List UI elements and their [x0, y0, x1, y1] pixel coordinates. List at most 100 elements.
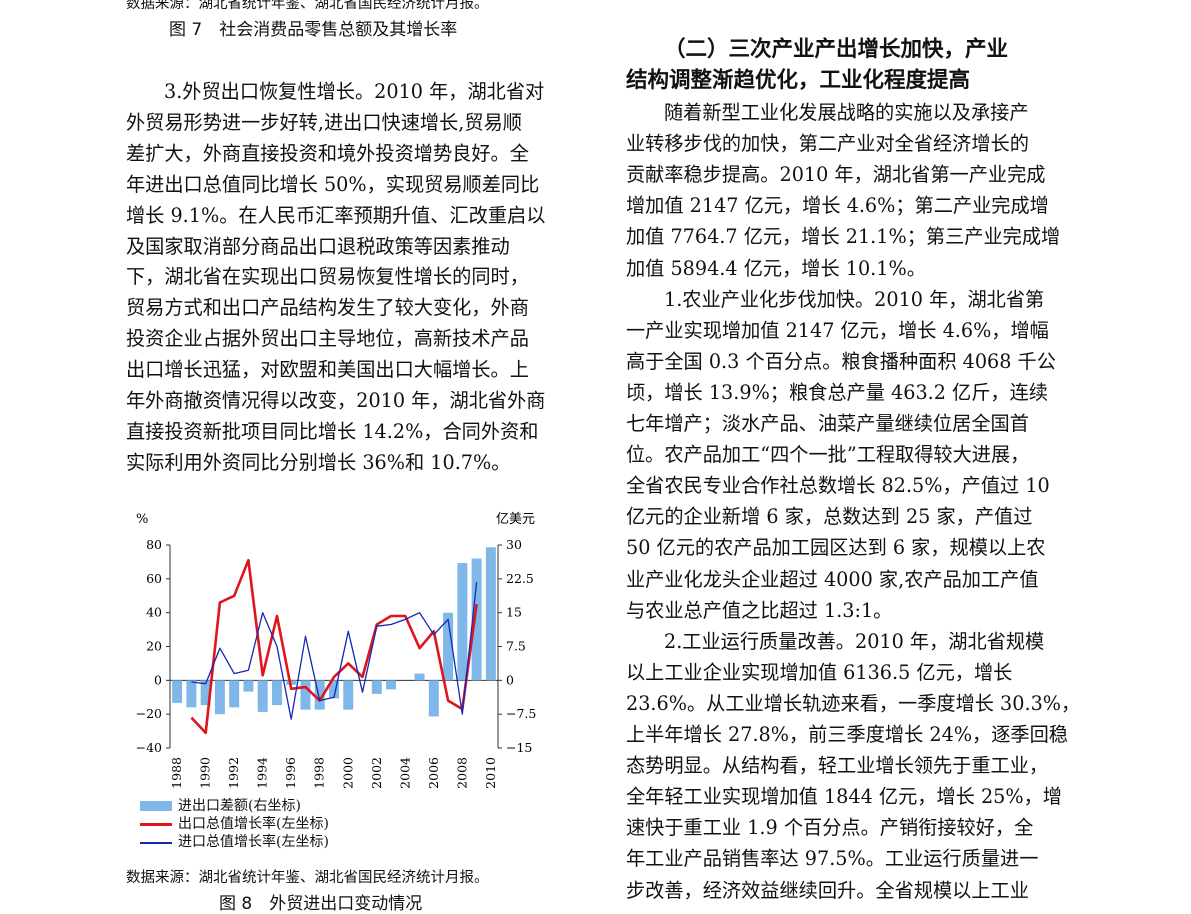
bar-balance-2007 — [443, 612, 454, 681]
right-para-line: 1.农业产业化步伐加快。2010 年，湖北省第 — [664, 287, 1045, 311]
bar-balance-1995 — [271, 680, 282, 706]
left-para-line: 差扩大，外商直接投资和境外投资增势良好。全 — [126, 141, 529, 165]
x-tick-label: 2008 — [454, 757, 469, 789]
left-para-line: 出口增长迅猛，对欧盟和美国出口大幅增长。上 — [126, 358, 529, 382]
legend-swatch-export — [140, 823, 172, 826]
right-heading-line: （二）三次产业产出增长加快，产业 — [664, 37, 1009, 62]
right-para-line: 上半年增长 27.8%，前三季度增长 24%，逐季回稳 — [626, 723, 1068, 746]
x-tick-label: 2000 — [340, 757, 355, 789]
bar-balance-1993 — [243, 680, 254, 692]
right-para-line: 业转移步伐的加快，第二产业对全省经济增长的 — [626, 132, 1029, 156]
right-para-line: 2.工业运行质量改善。2010 年，湖北省规模 — [664, 629, 1045, 653]
legend-item-balance: 进出口差额(右坐标) — [140, 797, 400, 815]
bar-balance-2010 — [485, 547, 496, 681]
bar-balance-1989 — [186, 680, 197, 708]
bar-balance-2003 — [386, 680, 397, 690]
right-para-line: 与农业总产值之比超过 1.3:1。 — [626, 598, 893, 622]
legend-swatch-bar — [140, 801, 172, 811]
trade-chart: % 亿美元 80 60 40 20 0 −20 −40 30 22.5 15 7.5 0 −7.5 −15 19… — [126, 505, 566, 805]
right-tick-label: −15 — [506, 740, 532, 755]
bar-balance-2008 — [457, 563, 468, 681]
legend-swatch-import — [140, 842, 172, 844]
left-para-line: 投资企业占据外贸出口主导地位，高新技术产品 — [126, 327, 529, 351]
right-para-line: 态势明显。从结构看，轻工业增长领先于重工业， — [626, 754, 1049, 778]
x-tick-label: 2002 — [369, 757, 384, 789]
left-para-line: 外贸易形势进一步好转,进出口快速增长,贸易顺 — [126, 110, 522, 134]
x-tick-label: 2010 — [483, 757, 498, 789]
right-tick-label: 15 — [506, 605, 522, 620]
x-tick-label: 1992 — [226, 757, 241, 789]
right-para-line: 增加值 2147 亿元，增长 4.6%；第二产业完成增 — [626, 194, 1049, 218]
bar-balance-2006 — [428, 680, 439, 717]
left-para-line: 及国家取消部分商品出口退税政策等因素推动 — [126, 234, 510, 258]
right-para-line: 亿元的企业新增 6 家，总数达到 25 家，产值过 — [626, 505, 1033, 529]
right-para-line: 全年轻工业实现增加值 1844 亿元，增长 25%，增 — [626, 785, 1062, 809]
left-tick-label: −20 — [136, 706, 162, 721]
bar-balance-1991 — [214, 680, 225, 715]
line-import-growth — [191, 582, 478, 720]
left-axis-unit: % — [136, 512, 148, 527]
right-para-line: 速快于重工业 1.9 个百分点。产销衔接较好，全 — [626, 816, 1034, 840]
x-tick-label: 1988 — [169, 757, 184, 789]
left-para-line: 3.外贸出口恢复性增长。2010 年，湖北省对 — [164, 80, 545, 103]
bar-balance-1988 — [172, 680, 183, 703]
bar-balance-2002 — [371, 680, 382, 694]
right-para-line: 23.6%。从工业增长轨迹来看，一季度增长 30.3%， — [626, 691, 1081, 715]
bar-balance-2005 — [414, 673, 425, 681]
x-tick-label: 2006 — [426, 757, 441, 789]
left-tick-label: 80 — [146, 537, 162, 552]
bar-balance-1992 — [229, 680, 240, 708]
right-para-line: 位。农产品加工“四个一批”工程取得较大进展， — [626, 443, 1030, 467]
trade-chart-svg: % 亿美元 80 60 40 20 0 −20 −40 30 22.5 15 7.5 0 −7.5 −15 19… — [136, 512, 537, 789]
bar-balance-1997 — [300, 680, 311, 710]
right-para-line: 七年增产；淡水产品、油菜产量继续位居全国首 — [626, 412, 1029, 435]
figure7-caption: 图 7 社会消费品零售总额及其增长率 — [169, 20, 458, 40]
x-tick-label: 2004 — [397, 757, 412, 789]
right-para-line: 50 亿元的农产品加工园区达到 6 家，规模以上农 — [626, 536, 1046, 560]
bar-balance-1994 — [257, 680, 268, 712]
line-export-growth — [190, 558, 478, 735]
bar-balance-1999 — [329, 680, 339, 699]
right-para-line: 以上工业企业实现增加值 6136.5 亿元，增长 — [626, 660, 1013, 684]
right-para-line: 业产业化龙头企业超过 4000 家,农产品加工产值 — [626, 567, 1039, 591]
right-para-line: 全省农民专业合作社总数增长 82.5%，产值过 10 — [626, 474, 1050, 498]
left-para-line: 年外商撤资情况得以改变，2010 年，湖北省外商 — [126, 389, 546, 412]
bar-balance-2009 — [471, 558, 482, 681]
left-tick-label: −40 — [136, 740, 162, 755]
x-tick-label: 1994 — [255, 757, 270, 789]
left-para-line: 增长 9.1%。在人民币汇率预期升值、汇改重启以 — [126, 203, 546, 227]
legend-label-balance: 进出口差额(右坐标) — [178, 798, 301, 814]
bar-balance-1990 — [200, 680, 211, 706]
right-para-line: 一产业实现增加值 2147 亿元，增长 4.6%，增幅 — [626, 318, 1049, 342]
right-tick-label: 7.5 — [506, 639, 526, 654]
right-para-line: 加值 7764.7 亿元，增长 21.1%；第三产业完成增 — [626, 225, 1061, 249]
right-axis-unit: 亿美元 — [496, 512, 535, 527]
x-tick-label: 1996 — [283, 757, 298, 789]
right-para-line: 随着新型工业化发展战略的实施以及承接产 — [664, 101, 1029, 124]
left-tick-label: 40 — [146, 605, 162, 620]
right-tick-label: 0 — [506, 672, 514, 687]
x-tick-label: 1990 — [198, 757, 213, 789]
legend-item-import: 进口总值增长率(左坐标) — [140, 833, 400, 851]
left-tick-label: 60 — [146, 571, 162, 586]
right-para-line: 顷，增长 13.9%；粮食总产量 463.2 亿斤，连续 — [626, 380, 1048, 404]
figure8-caption: 图 8 外贸进出口变动情况 — [219, 894, 423, 914]
left-para-line: 直接投资新批项目同比增长 14.2%，合同外资和 — [126, 419, 539, 443]
source-note-top: 数据来源：湖北省统计年鉴、湖北省国民经济统计月报。 — [126, 0, 489, 12]
legend-label-import: 进口总值增长率(左坐标) — [178, 834, 329, 850]
source-note-bottom: 数据来源：湖北省统计年鉴、湖北省国民经济统计月报。 — [126, 870, 489, 886]
left-para-line: 下，湖北省在实现出口贸易恢复性增长的同时， — [126, 265, 529, 289]
left-tick-label: 0 — [154, 672, 162, 687]
right-para-line: 高于全国 0.3 个百分点。粮食播种面积 4068 千公 — [626, 349, 1056, 373]
bar-balance-2000 — [343, 680, 354, 710]
legend-item-export: 出口总值增长率(左坐标) — [140, 815, 400, 833]
right-tick-label: 22.5 — [506, 571, 534, 586]
right-para-line: 贡献率稳步提高。2010 年，湖北省第一产业完成 — [626, 163, 1046, 187]
left-para-line: 年进出口总值同比增长 50%，实现贸易顺差同比 — [126, 172, 540, 196]
x-tick-label: 1998 — [312, 757, 327, 789]
right-para-line: 步改善，经济效益继续回升。全省规模以上工业 — [626, 878, 1029, 902]
right-para-line: 年工业产品销售率达 97.5%。工业运行质量进一 — [626, 847, 1039, 871]
left-para-line: 实际利用外资同比分别增长 36%和 10.7%。 — [126, 450, 511, 474]
legend-label-export: 出口总值增长率(左坐标) — [178, 816, 329, 832]
bar-balance-1998 — [314, 680, 325, 710]
